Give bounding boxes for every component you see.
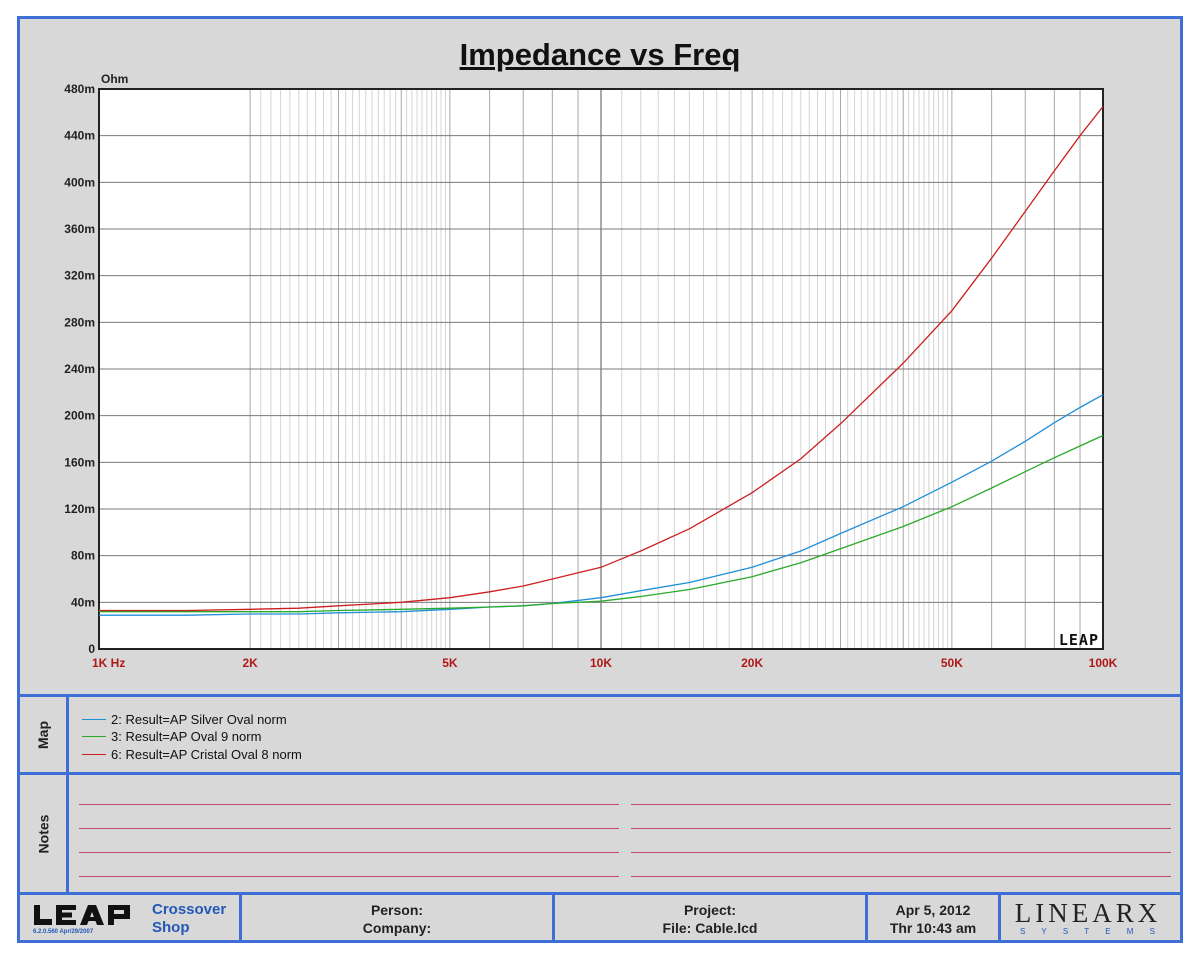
x-tick-label: 20K [741,656,763,670]
version-text: 6.2.0.560 Apr/29/2007 [33,929,94,935]
footer-divider [239,895,242,943]
x-tick-label: 10K [590,656,612,670]
y-tick-label: 240m [64,362,95,376]
note-line [79,828,619,829]
project-cell: Project: File: Cable.lcd [555,895,865,943]
notes-divider [66,775,69,892]
y-tick-label: 160m [64,455,95,469]
legend-label: 2: Result=AP Silver Oval norm [111,711,287,727]
x-tick-label: 2K [242,656,258,670]
y-tick-label: 40m [71,595,95,609]
x-tick-label: 1K Hz [92,656,125,670]
shop-line-2: Shop [152,919,190,936]
footer-divider [998,895,1001,943]
legend-swatch [82,718,106,720]
legend-swatch [82,735,106,737]
series-line [99,106,1104,612]
chart-title: Impedance vs Freq [459,37,741,72]
date-text: Apr 5, 2012 [895,902,971,918]
linearx-logo: LINEARX S Y S T E M S [1003,899,1173,941]
y-tick-label: 80m [71,549,95,563]
report-frame: Impedance vs Freq 480m 440m 400m 360m 320m 28… [17,16,1183,943]
leap-logo [34,905,130,925]
date-cell: Apr 5, 2012 Thr 10:43 am [868,895,998,943]
crossover-shop-label: Crossover Shop [152,901,226,937]
x-tick-label: 100K [1089,656,1118,670]
person-cell: Person: Company: [242,895,552,943]
note-line [631,804,1171,805]
y-tick-label: 360m [64,222,95,236]
footer-divider [552,895,555,943]
legend-item: 2: Result=AP Silver Oval norm [82,711,287,727]
y-tick-label: 400m [64,175,95,189]
map-side-label: Map [20,697,66,772]
panel-divider [20,772,1180,775]
legend-label: 6: Result=AP Cristal Oval 8 norm [111,746,302,762]
note-line [79,876,619,877]
chart-svg: 480m 440m 400m 360m 320m 280m 240m 200m 160m 120m… [64,72,1118,670]
series-line [99,434,1104,613]
series-line [99,394,1104,616]
note-line [631,828,1171,829]
y-tick-label: 280m [64,315,95,329]
chart-panel: Impedance vs Freq 480m 440m 400m 360m 320m 28… [20,19,1180,695]
legend-label: 3: Result=AP Oval 9 norm [111,728,262,744]
y-tick-label: 120m [64,502,95,516]
x-tick-label: 50K [941,656,963,670]
y-tick-label: 440m [64,129,95,143]
brand-text: LINEARX [1014,898,1162,928]
file-label: File: Cable.lcd [662,920,758,936]
x-tick-label: 5K [442,656,458,670]
company-label: Company: [362,920,432,936]
plot-border [98,88,1104,650]
map-divider [66,697,69,772]
shop-line-1: Crossover [152,901,227,918]
y-tick-label: 320m [64,269,95,283]
map-label: Map [35,720,51,749]
y-tick-label: 0 [88,642,95,656]
note-line [79,852,619,853]
note-line [631,852,1171,853]
y-axis-unit-label: Ohm [101,72,128,86]
panel-divider [20,892,1180,895]
leap-watermark: LEAP [1059,631,1099,649]
note-line [79,804,619,805]
note-line [631,876,1171,877]
person-label: Person: [370,902,424,918]
notes-side-label: Notes [20,775,66,892]
panel-divider [20,694,1180,697]
project-label: Project: [683,902,737,918]
notes-label: Notes [35,814,51,853]
legend-item: 6: Result=AP Cristal Oval 8 norm [82,746,302,762]
y-tick-label: 200m [64,409,95,423]
y-tick-label: 480m [64,82,95,96]
legend-item: 3: Result=AP Oval 9 norm [82,728,261,744]
brand-sub-text: S Y S T E M S [1020,927,1156,936]
time-text: Thr 10:43 am [889,920,977,936]
footer-divider [865,895,868,943]
legend-swatch [82,753,106,755]
